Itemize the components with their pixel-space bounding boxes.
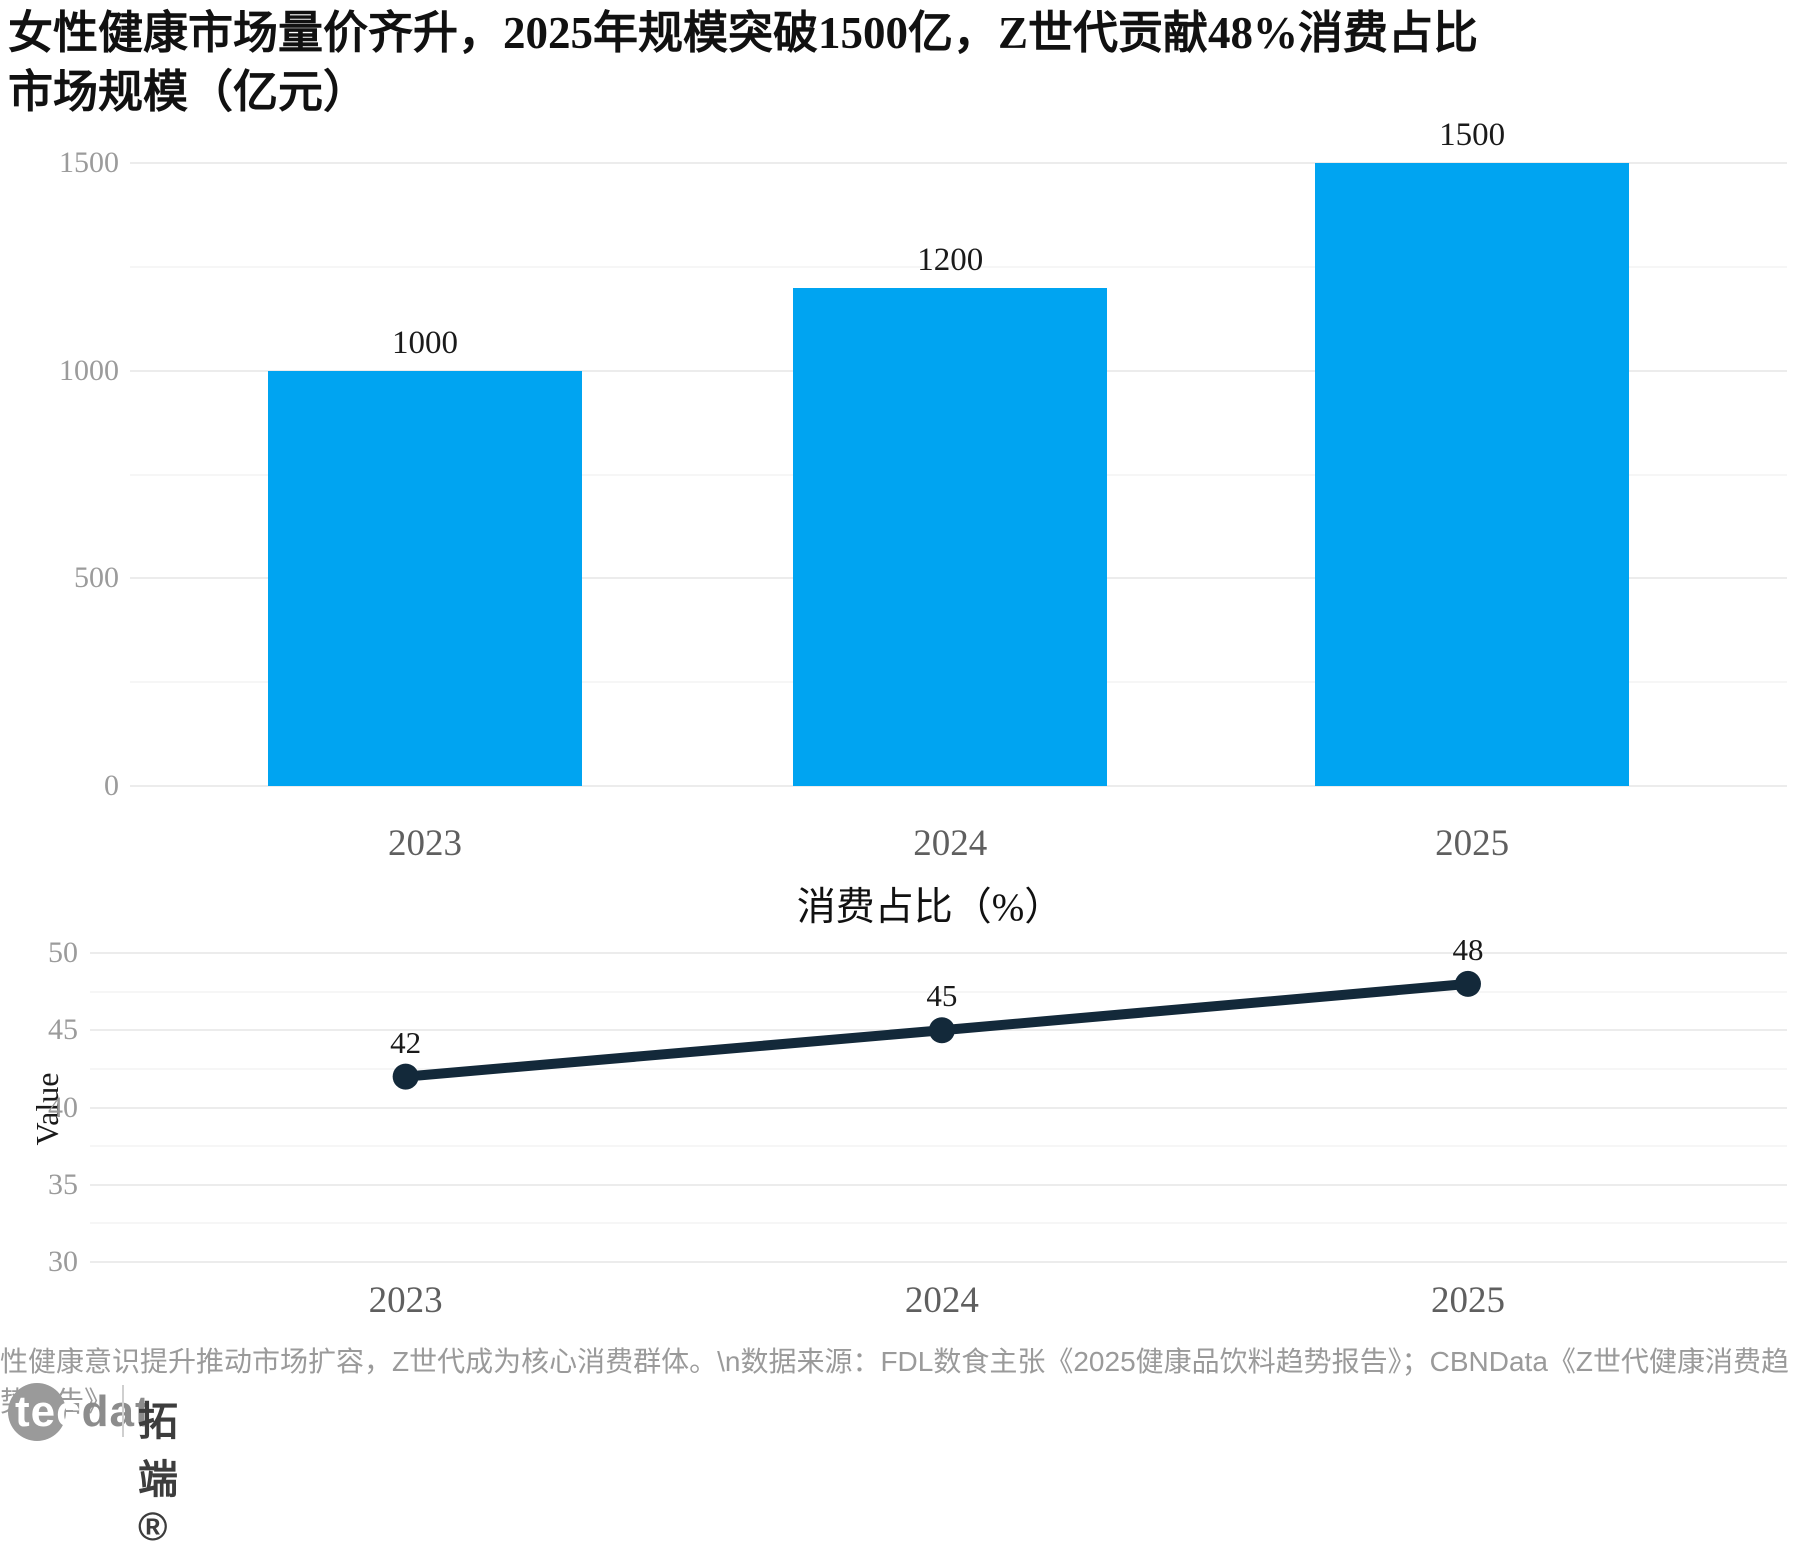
gridline-minor (130, 265, 1787, 268)
point-label: 48 (1452, 939, 1484, 967)
point-label: 42 (390, 1024, 422, 1060)
line-series-svg (392, 970, 1481, 1090)
y-axis-tick-label: 45 (48, 1013, 78, 1047)
y-axis-tick-label: 500 (74, 561, 119, 595)
data-point-2024 (928, 1017, 955, 1044)
bar-2023 (267, 370, 582, 786)
x-axis-tick-label: 2024 (913, 823, 988, 864)
gridline-major (130, 162, 1787, 164)
y-axis-tick-label: 0 (104, 769, 119, 802)
line-chart-x-axis: 2023 2024 2025 (90, 1279, 1787, 1323)
logo-cn-name: 拓端® (138, 1400, 178, 1549)
data-point-2025 (1454, 970, 1481, 997)
y-axis-tick-label: 30 (48, 1245, 78, 1278)
x-axis-tick-label: 2025 (1430, 1280, 1505, 1321)
point-label: 45 (926, 978, 958, 1014)
gridline-major (90, 952, 1787, 954)
logo-divider (122, 1385, 124, 1437)
bar-value-label: 1000 (391, 324, 458, 361)
logo-tec: tec (15, 1387, 82, 1436)
logo-dat: dat (81, 1387, 151, 1436)
bar-chart-y-axis: 0 500 1000 1500 (0, 148, 119, 801)
x-axis-tick-label: 2023 (387, 823, 462, 864)
line-chart-title: 消费占比（%） (796, 886, 1064, 929)
x-axis-tick-label: 2025 (1435, 823, 1510, 864)
y-axis-tick-label: 1000 (59, 353, 119, 387)
y-axis-tick-label: 50 (48, 939, 78, 969)
gridline-minor (90, 1145, 1787, 1148)
bar-chart-x-axis: 2023 2024 2025 (130, 822, 1787, 866)
bar-value-label: 1500 (1439, 117, 1506, 153)
gridline-minor (90, 1067, 1787, 1070)
logo-circle-icon (8, 1383, 66, 1441)
footer-note: 性健康意识提升推动市场扩容，Z世代成为核心消费群体。\n数据来源：FDL数食主张… (0, 1346, 1790, 1417)
bar-value-label: 1200 (917, 241, 984, 278)
x-axis-tick-label: 2024 (904, 1280, 979, 1321)
bar-chart-plot-area: 1000 1200 1500 (130, 117, 1787, 787)
main-title: 女性健康市场量价齐升，2025年规模突破1500亿，Z世代贡献48%消费占比 (8, 8, 1479, 58)
y-axis-tick-label: 35 (48, 1167, 78, 1201)
line-chart-plot-area: 42 45 48 (90, 939, 1787, 1263)
y-axis-tick-label: 40 (48, 1090, 78, 1124)
bar-2025 (1315, 163, 1630, 786)
gridline-major (90, 1183, 1787, 1186)
gridline-major (130, 785, 1787, 787)
gridline-major (90, 1106, 1787, 1109)
gridline-major (90, 1261, 1787, 1263)
page-title: 女性健康市场量价齐升，2025年规模突破1500亿，Z世代贡献48%消费占比 市… (8, 4, 1788, 122)
y-axis-tick-label: 1500 (59, 146, 119, 179)
data-point-2023 (392, 1063, 419, 1090)
line-chart-section: Value 30 35 40 45 50 42 45 48 2023 2024 2025 (0, 939, 1800, 1399)
gridline-minor (90, 990, 1787, 993)
gridline-minor (90, 1222, 1787, 1225)
logo-latin-text: tecdat (15, 1387, 151, 1437)
line-chart-y-axis: 30 35 40 45 50 (0, 939, 78, 1277)
bar-2024 (793, 287, 1108, 786)
x-axis-tick-label: 2023 (368, 1280, 443, 1321)
bar-chart-title: 市场规模（亿元） (8, 67, 369, 117)
